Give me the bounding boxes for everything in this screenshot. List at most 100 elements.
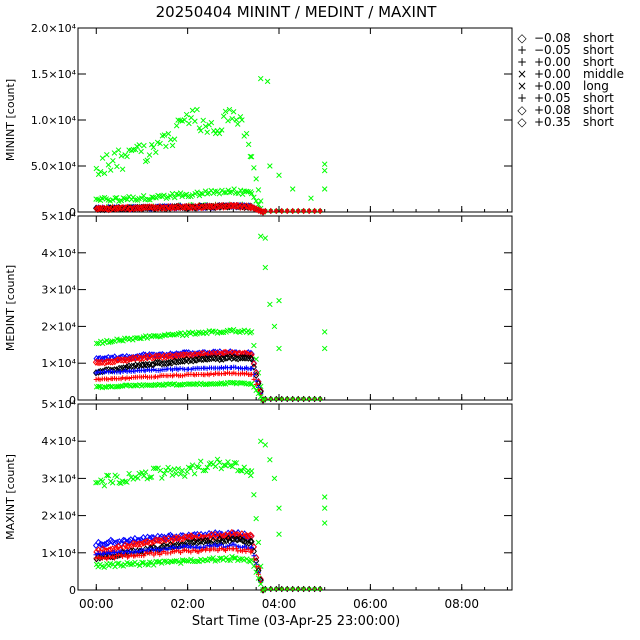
data-point xyxy=(146,382,153,388)
data-point xyxy=(216,191,223,197)
outliers xyxy=(257,75,328,201)
data-point xyxy=(241,354,248,362)
data-point xyxy=(239,380,245,386)
data-point xyxy=(301,586,306,592)
data-point xyxy=(232,202,240,210)
outlier-point xyxy=(321,186,328,192)
x-tick-label: 00:00 xyxy=(79,597,114,611)
data-point xyxy=(194,558,201,564)
data-point xyxy=(248,381,255,387)
data-point xyxy=(202,372,208,378)
data-point xyxy=(114,163,120,170)
legend-value: +0.05 xyxy=(534,91,571,105)
data-point xyxy=(228,354,235,363)
data-point xyxy=(251,384,257,390)
data-point xyxy=(194,544,200,550)
data-point xyxy=(149,141,155,148)
data-point xyxy=(149,367,154,373)
data-point xyxy=(130,539,137,548)
data-point xyxy=(181,533,188,541)
data-point xyxy=(106,339,112,346)
data-point xyxy=(231,459,238,466)
data-point xyxy=(192,118,198,124)
data-point xyxy=(101,483,108,489)
data-point xyxy=(120,375,126,381)
data-point xyxy=(136,142,143,148)
data-point xyxy=(228,202,235,210)
outlier-point xyxy=(321,161,328,167)
data-point xyxy=(221,462,227,468)
data-point xyxy=(200,467,207,474)
data-point xyxy=(154,204,162,212)
data-point xyxy=(204,366,210,371)
data-point xyxy=(144,203,151,211)
data-point xyxy=(154,536,162,545)
legend-marker: ◇ xyxy=(517,115,527,129)
data-point xyxy=(172,203,180,212)
data-point xyxy=(162,353,169,362)
data-point xyxy=(169,381,176,388)
data-point xyxy=(216,459,223,466)
data-point xyxy=(103,369,109,374)
outlier-point xyxy=(276,505,282,511)
data-point xyxy=(126,553,132,559)
outlier-point xyxy=(267,163,273,169)
data-point xyxy=(171,357,178,365)
data-point xyxy=(96,358,103,367)
legend-kind: short xyxy=(583,31,614,45)
data-point xyxy=(118,153,125,159)
chart-panels: 0 5.0×10⁴ 1.0×10⁴ 1.5×10⁴ 2.0×10⁴ MININT [cou… xyxy=(4,22,513,611)
data-point xyxy=(251,194,257,201)
data-point xyxy=(93,340,100,347)
data-point xyxy=(97,377,103,383)
data-point xyxy=(197,127,204,134)
data-point xyxy=(220,381,227,387)
data-point xyxy=(279,586,284,592)
data-point xyxy=(274,586,279,592)
data-point xyxy=(233,460,240,466)
outlier-point xyxy=(257,75,264,82)
data-point xyxy=(181,557,188,564)
data-point xyxy=(132,368,138,374)
data-point xyxy=(194,463,200,470)
legend-marker: ◇ xyxy=(517,103,527,117)
panel-frame xyxy=(77,215,513,401)
legend-entry: ◇ +0.08 short xyxy=(517,103,614,117)
data-point xyxy=(165,131,172,137)
data-point xyxy=(107,358,114,366)
data-point xyxy=(151,367,157,372)
data-point xyxy=(155,374,161,380)
y-tick-label: 4×10⁴ xyxy=(41,247,76,260)
data-point xyxy=(149,194,155,200)
series-short-6 xyxy=(93,546,322,593)
data-point xyxy=(169,472,176,478)
data-point xyxy=(225,532,232,540)
series-short-6 xyxy=(93,370,322,403)
data-point xyxy=(255,187,262,193)
data-point xyxy=(107,167,114,173)
data-point xyxy=(247,153,254,160)
legend-marker: + xyxy=(517,91,527,105)
outlier-point xyxy=(257,233,264,239)
data-point xyxy=(144,157,151,164)
data-point xyxy=(128,552,134,558)
data-point xyxy=(229,379,236,386)
data-point xyxy=(232,354,240,362)
data-point xyxy=(101,564,107,570)
data-point xyxy=(218,329,225,336)
data-point xyxy=(178,560,184,567)
data-point xyxy=(204,464,211,471)
data-point xyxy=(200,117,206,124)
y-tick-label: 1.5×10⁴ xyxy=(31,68,77,81)
data-point xyxy=(279,207,285,215)
data-point xyxy=(296,396,301,402)
data-point xyxy=(167,537,174,546)
data-point xyxy=(268,207,274,215)
outlier-point xyxy=(276,531,282,537)
data-point xyxy=(312,586,317,592)
data-point xyxy=(233,117,240,123)
y-tick-label: 2.0×10⁴ xyxy=(31,22,77,35)
x-tick-label: 04:00 xyxy=(262,597,297,611)
data-point xyxy=(187,465,194,472)
data-point xyxy=(174,372,179,378)
